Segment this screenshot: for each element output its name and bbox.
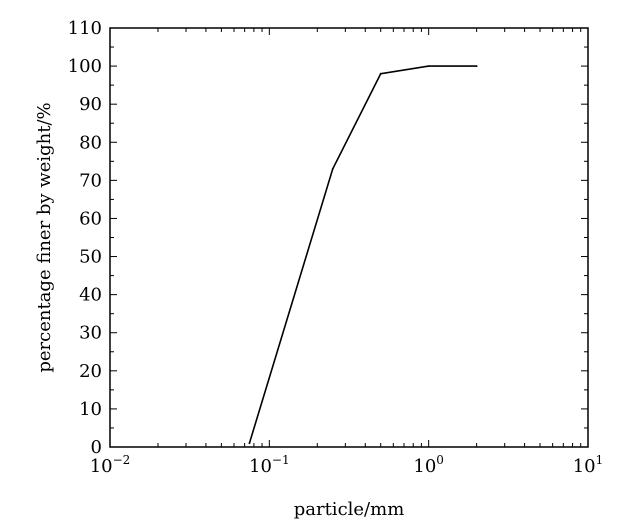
x-tick-label-base: 10	[413, 456, 436, 477]
x-tick-label-base: 10	[573, 456, 596, 477]
y-tick-label: 0	[91, 437, 102, 458]
y-tick-label: 20	[79, 361, 102, 382]
data-point	[427, 65, 430, 67]
series-layer	[248, 65, 478, 445]
x-tick-label: 10−1	[249, 453, 290, 477]
y-tick-label: 110	[68, 18, 102, 39]
y-tick-label: 90	[79, 94, 102, 115]
y-tick-label: 80	[79, 132, 102, 153]
y-tick-label: 70	[79, 170, 102, 191]
y-tick-label: 10	[79, 399, 102, 420]
series-line	[248, 65, 477, 444]
y-tick-label: 30	[79, 323, 102, 344]
data-point	[475, 65, 478, 67]
x-tick-label-exponent: −1	[272, 453, 290, 467]
y-axis-label: percentage finer by weight/%	[34, 102, 55, 372]
minor-ticks	[110, 28, 588, 447]
y-tick-label: 40	[79, 285, 102, 306]
data-point	[379, 72, 382, 75]
y-tick-label: 60	[79, 208, 102, 229]
y-tick-label: 100	[68, 56, 102, 77]
data-point	[331, 168, 334, 170]
x-tick-label: 101	[573, 453, 604, 477]
x-tick-label-base: 10	[249, 456, 272, 477]
x-axis-label: particle/mm	[294, 499, 405, 520]
y-tick-label: 50	[79, 247, 102, 268]
x-tick-label-exponent: 1	[596, 453, 604, 467]
x-tick-label-exponent: −2	[113, 453, 131, 467]
x-tick-label-exponent: 0	[436, 453, 444, 467]
plot-area-frame	[109, 27, 589, 448]
data-point	[248, 442, 251, 445]
x-tick-label: 10−2	[90, 453, 131, 477]
x-tick-label: 100	[413, 453, 444, 477]
major-ticks	[109, 27, 589, 448]
x-tick-label-base: 10	[90, 456, 113, 477]
